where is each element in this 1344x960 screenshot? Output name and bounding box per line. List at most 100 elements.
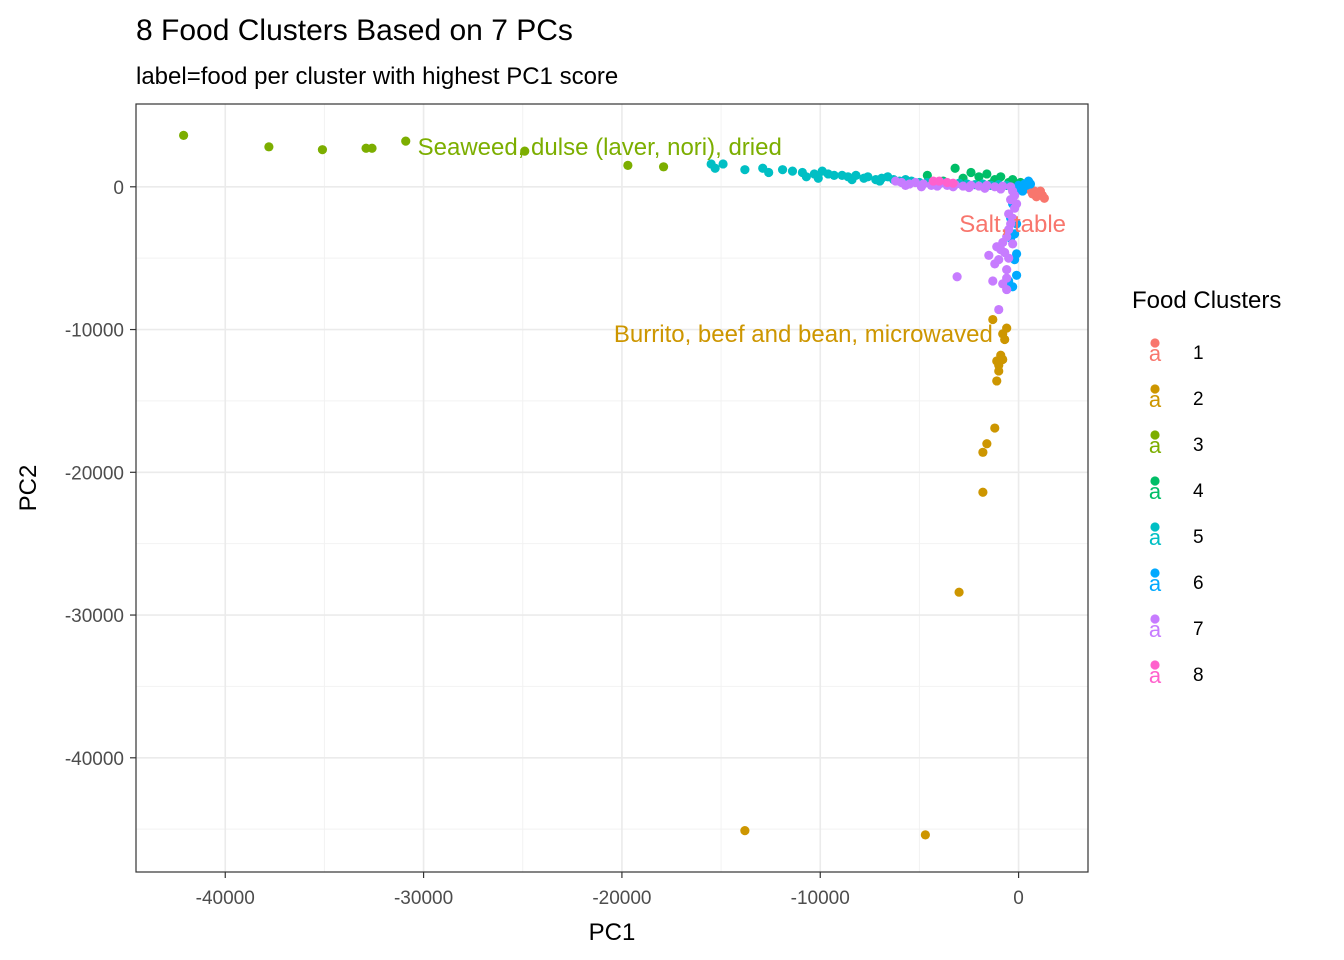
point-cluster-5 [829,170,839,180]
legend-key-glyph: a [1149,341,1162,366]
x-axis: -40000 -30000 -20000 -10000 0 [196,872,1024,909]
point-cluster-7 [952,272,962,282]
point-cluster-7 [988,276,998,286]
chart-subtitle: label=food per cluster with highest PC1 … [136,63,618,90]
point-cluster-7 [964,182,974,193]
point-cluster-3 [264,142,274,152]
point-cluster-1 [1039,193,1049,203]
plot-panel-border [135,103,1089,873]
point-cluster-4 [982,169,992,179]
point-cluster-7 [1002,284,1012,295]
point-cluster-5 [813,173,823,183]
x-tick-label: 0 [1013,888,1024,909]
legend-key-point [1150,430,1160,440]
point-cluster-5 [740,165,750,175]
point-cluster-6 [1012,270,1022,280]
data-points [179,130,1049,840]
point-cluster-3 [367,143,377,153]
legend-key-point [1150,614,1160,624]
legend-key-glyph: a [1149,479,1162,504]
legend-label: 5 [1193,527,1204,548]
point-cluster-7 [996,245,1006,255]
point-cluster-2 [978,447,988,457]
legend-key-point [1150,522,1160,532]
point-cluster-4 [974,172,984,182]
point-cluster-2 [998,354,1008,365]
y-tick-label: -10000 [65,321,124,342]
legend-label: 3 [1193,435,1204,456]
legend-key-glyph: a [1149,433,1162,458]
point-cluster-3 [520,146,530,156]
y-tick-label: -40000 [65,749,124,770]
point-cluster-6 [1012,249,1022,259]
point-cluster-2 [740,826,750,836]
legend-key-glyph: a [1149,525,1162,550]
point-cluster-2 [978,487,988,497]
point-cluster-3 [658,162,669,172]
point-cluster-7 [1004,253,1014,263]
point-cluster-7 [1006,182,1016,192]
point-cluster-8 [948,178,958,188]
point-cluster-7 [1002,264,1012,275]
point-cluster-7 [1002,232,1012,242]
x-tick-label: -40000 [196,888,255,909]
plot-panel [136,104,1088,872]
point-cluster-5 [710,163,720,173]
y-tick-label: 0 [113,178,124,199]
point-cluster-3 [179,130,189,141]
point-cluster-7 [994,304,1004,315]
legend-key-point [1150,476,1160,486]
point-cluster-7 [900,180,911,190]
point-cluster-6 [1025,179,1036,189]
legend-key-glyph: a [1149,387,1162,412]
point-cluster-7 [1004,209,1014,219]
legend-label: 1 [1193,343,1204,364]
legend-label: 7 [1193,619,1204,640]
point-cluster-5 [787,166,798,176]
point-cluster-2 [990,423,1000,433]
legend-key-point [1150,568,1160,578]
annotation-label: Seaweed, dulse (laver, nori), dried [418,134,782,161]
point-cluster-5 [764,167,774,178]
chart-title: 8 Food Clusters Based on 7 PCs [136,14,573,47]
annotation-label: Salt, table [959,211,1066,238]
point-cluster-2 [982,439,992,449]
legend-label: 8 [1193,665,1204,686]
legend-key-glyph: a [1149,663,1162,688]
point-cluster-3 [623,160,633,170]
point-cluster-2 [920,830,930,840]
x-tick-label: -10000 [791,888,850,909]
y-tick-label: -20000 [65,463,124,484]
y-tick-label: -30000 [65,606,124,627]
point-cluster-3 [317,145,328,155]
point-cluster-2 [1000,334,1010,345]
point-cluster-7 [984,250,994,260]
legend-label: 2 [1193,389,1204,410]
point-cluster-7 [980,183,990,193]
point-cluster-5 [718,159,728,169]
point-cluster-4 [996,172,1006,182]
legend-key-point [1150,338,1160,348]
point-cluster-4 [922,170,932,180]
legend-label: 4 [1193,481,1204,502]
point-annotations: Seaweed, dulse (laver, nori), dried Salt,… [418,134,1066,348]
legend-key-glyph: a [1149,617,1162,642]
annotation-label: Burrito, beef and bean, microwaved [614,321,993,348]
point-cluster-4 [966,167,976,178]
legend-key-glyph: a [1149,571,1162,596]
legend-title: Food Clusters [1132,287,1281,314]
point-cluster-7 [994,254,1004,265]
point-cluster-8 [934,176,944,186]
point-cluster-2 [994,366,1004,376]
y-axis-title: PC2 [15,465,42,512]
x-tick-label: -30000 [394,888,453,909]
point-cluster-4 [950,163,960,173]
x-axis-title: PC1 [589,919,636,946]
point-cluster-5 [777,165,788,175]
point-cluster-5 [863,172,873,182]
point-cluster-2 [1002,323,1012,333]
